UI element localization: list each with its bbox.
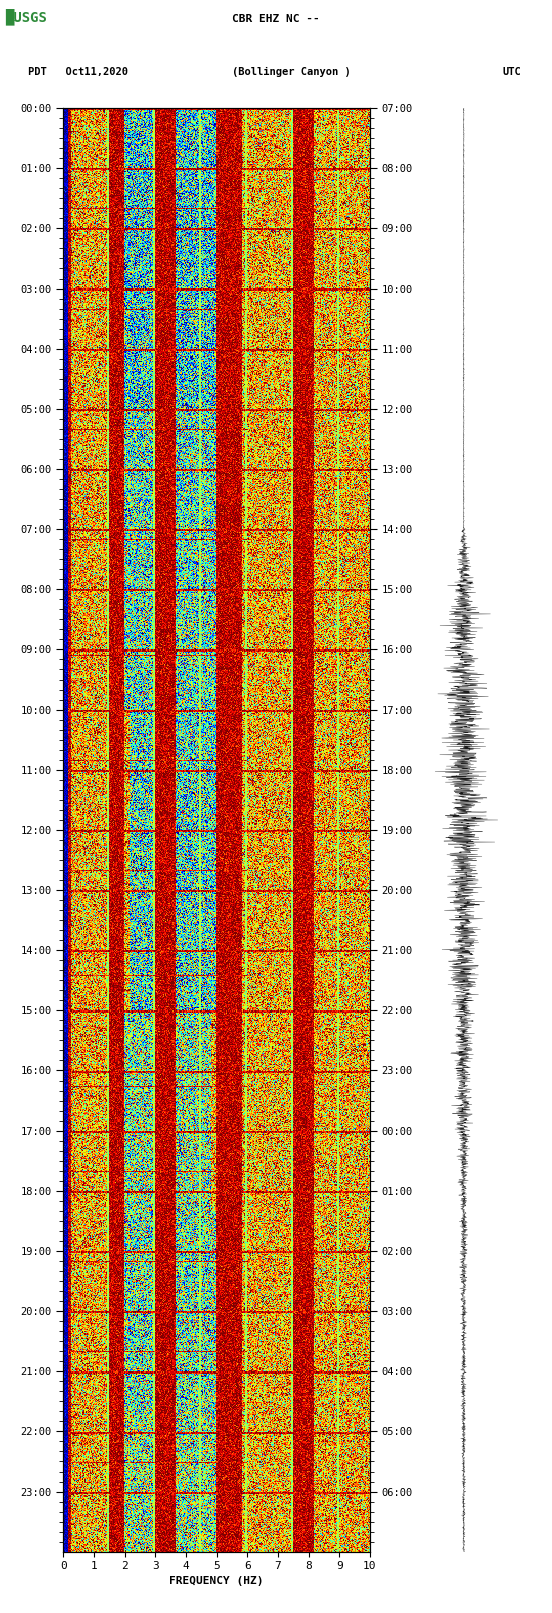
Text: CBR EHZ NC --: CBR EHZ NC --	[232, 15, 320, 24]
X-axis label: FREQUENCY (HZ): FREQUENCY (HZ)	[169, 1576, 264, 1586]
Text: █USGS: █USGS	[6, 8, 47, 24]
Text: UTC: UTC	[502, 68, 521, 77]
Text: (Bollinger Canyon ): (Bollinger Canyon )	[232, 68, 351, 77]
Text: PDT   Oct11,2020: PDT Oct11,2020	[28, 68, 128, 77]
